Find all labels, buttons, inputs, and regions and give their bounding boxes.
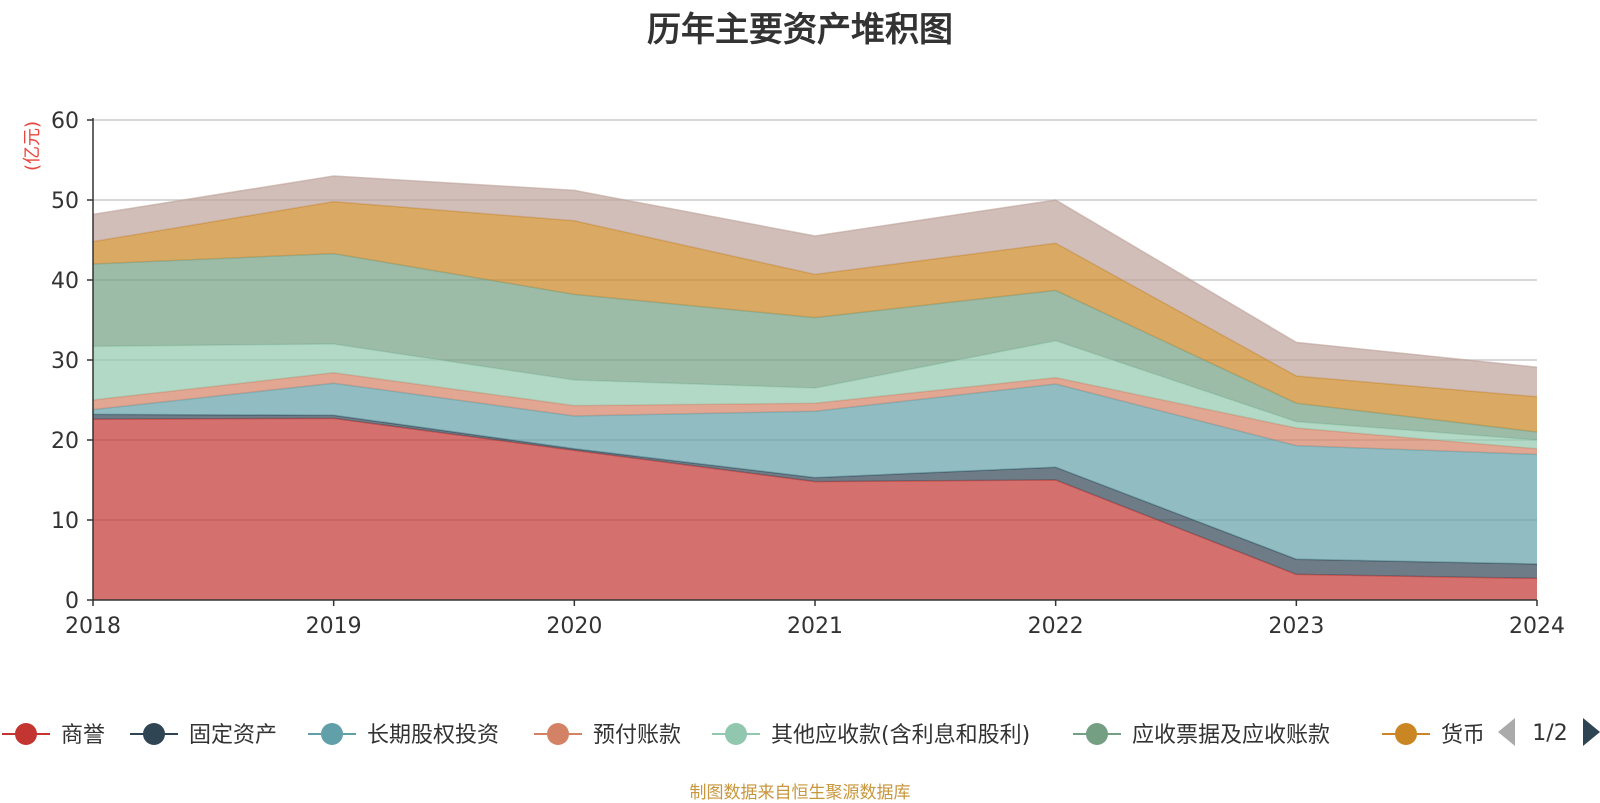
legend-marker [725, 723, 747, 745]
legend-label: 固定资产 [189, 723, 277, 748]
legend-label: 货币资 [1441, 723, 1507, 748]
y-tick-label: 30 [51, 349, 79, 374]
legend-item[interactable]: 长期股权投资 [308, 723, 499, 748]
area-series-3 [93, 372, 1537, 455]
legend-marker [1395, 723, 1417, 745]
axes: 0 10 20 30 40 50 60 2018 2019 2020 2021 2022 2023 202… [51, 109, 1565, 639]
area-series-6 [93, 201, 1537, 432]
x-tick-label: 2018 [65, 614, 121, 639]
legend-item[interactable]: 商誉 [2, 723, 105, 748]
area-series-5 [93, 253, 1537, 440]
x-tick-label: 2020 [546, 614, 602, 639]
y-tick-label: 0 [65, 589, 79, 614]
legend-label: 其他应收款(含利息和股利) [771, 723, 1030, 748]
area-series-7 [93, 176, 1537, 397]
y-axis-unit: (亿元) [22, 121, 43, 171]
area-series-0 [93, 418, 1537, 600]
y-tick-label: 40 [51, 269, 79, 294]
y-tick-label: 50 [51, 189, 79, 214]
legend-marker [15, 723, 37, 745]
area-series-2 [93, 383, 1537, 564]
source-note: 制图数据来自恒生聚源数据库 [689, 783, 911, 803]
x-tick-label: 2019 [306, 614, 362, 639]
area-series-4 [93, 340, 1537, 449]
area-series-1 [93, 414, 1537, 579]
legend-page-indicator: 1/2 [1532, 721, 1567, 746]
legend-item[interactable]: 固定资产 [130, 723, 277, 748]
x-tick-label: 2023 [1268, 614, 1324, 639]
legend-label: 应收票据及应收账款 [1132, 723, 1330, 748]
chart-title: 历年主要资产堆积图 [647, 10, 953, 50]
legend: 商誉 固定资产 长期股权投资 预付账款 其他应收款(含利息和股利) 应收票据及应收账款 货币… [2, 723, 1507, 748]
x-tick-label: 2022 [1028, 614, 1084, 639]
legend-next-icon[interactable] [1583, 718, 1600, 746]
legend-label: 长期股权投资 [367, 723, 499, 748]
x-tick-label: 2024 [1509, 614, 1565, 639]
y-tick-label: 60 [51, 109, 79, 134]
legend-label: 商誉 [61, 723, 105, 748]
legend-marker [1086, 723, 1108, 745]
legend-marker [143, 723, 165, 745]
legend-marker [547, 723, 569, 745]
legend-item[interactable]: 预付账款 [534, 723, 681, 748]
legend-prev-icon[interactable] [1498, 718, 1515, 746]
legend-label: 预付账款 [593, 723, 681, 748]
legend-item[interactable]: 应收票据及应收账款 [1073, 723, 1330, 748]
x-tick-label: 2021 [787, 614, 843, 639]
legend-pager: 1/2 [1498, 718, 1600, 746]
legend-item[interactable]: 货币资 [1382, 723, 1507, 748]
area-series-line-7 [92, 175, 1538, 368]
y-tick-label: 10 [51, 509, 79, 534]
y-tick-label: 20 [51, 429, 79, 454]
area-layers [92, 175, 1538, 600]
legend-item[interactable]: 其他应收款(含利息和股利) [712, 723, 1030, 748]
legend-marker [321, 723, 343, 745]
